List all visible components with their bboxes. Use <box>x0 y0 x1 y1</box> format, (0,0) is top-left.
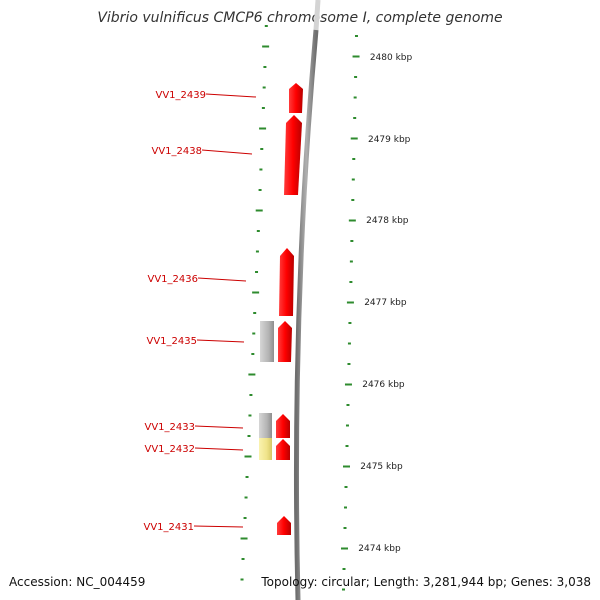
scale-label: 2476 kbp <box>362 380 405 390</box>
backbone-arc <box>293 29 319 600</box>
gene-arrow-vv1-2438[interactable] <box>284 115 302 195</box>
leader-vv1-2436 <box>197 277 247 282</box>
backbone-top <box>313 0 321 31</box>
gene-label[interactable]: VV1_2432 <box>145 444 196 455</box>
scale-label: 2474 kbp <box>358 544 401 554</box>
leader-vv1-2432 <box>194 447 244 451</box>
scale-label: 2480 kbp <box>370 53 413 63</box>
accession-text: Accession: NC_004459 <box>9 575 146 589</box>
gene-label[interactable]: VV1_2436 <box>148 274 199 285</box>
gene-label[interactable]: VV1_2438 <box>152 146 203 157</box>
scale-label: 2475 kbp <box>360 462 403 472</box>
map-title: Vibrio vulnificus CMCP6 chromosome I, co… <box>97 10 503 26</box>
gene-block-grey-2[interactable] <box>259 413 272 438</box>
leader-vv1-2439 <box>205 93 257 98</box>
gene-label[interactable]: VV1_2439 <box>156 90 207 101</box>
gene-label[interactable]: VV1_2433 <box>145 422 196 433</box>
scale-label: 2479 kbp <box>368 135 411 145</box>
gene-arrow-vv1-2435[interactable] <box>278 321 292 362</box>
gene-label[interactable]: VV1_2435 <box>147 336 198 347</box>
gene-label[interactable]: VV1_2431 <box>144 522 195 533</box>
leader-vv1-2438 <box>201 149 253 155</box>
leader-vv1-2435 <box>196 339 245 343</box>
gene-arrow-vv1-2432[interactable] <box>276 439 290 460</box>
leader-vv1-2431 <box>193 525 244 528</box>
gene-block-grey-1[interactable] <box>260 321 274 362</box>
gene-arrow-vv1-2436[interactable] <box>279 248 294 316</box>
scale-labels: 2480 kbp 2479 kbp 2478 kbp 2477 kbp 2476 kbp… <box>358 53 412 554</box>
gene-arrow-vv1-2433[interactable] <box>276 414 290 438</box>
scale-label: 2478 kbp <box>366 216 409 226</box>
gene-block-yellow[interactable] <box>259 438 272 460</box>
inner-tick-track <box>240 25 270 581</box>
leader-vv1-2433 <box>194 425 244 429</box>
gene-arrow-vv1-2431[interactable] <box>277 516 291 535</box>
gene-arrow-vv1-2439[interactable] <box>289 83 303 113</box>
genome-stats-text: Topology: circular; Length: 3,281,944 bp… <box>261 575 591 589</box>
outer-tick-track <box>341 35 360 591</box>
scale-label: 2477 kbp <box>364 298 407 308</box>
